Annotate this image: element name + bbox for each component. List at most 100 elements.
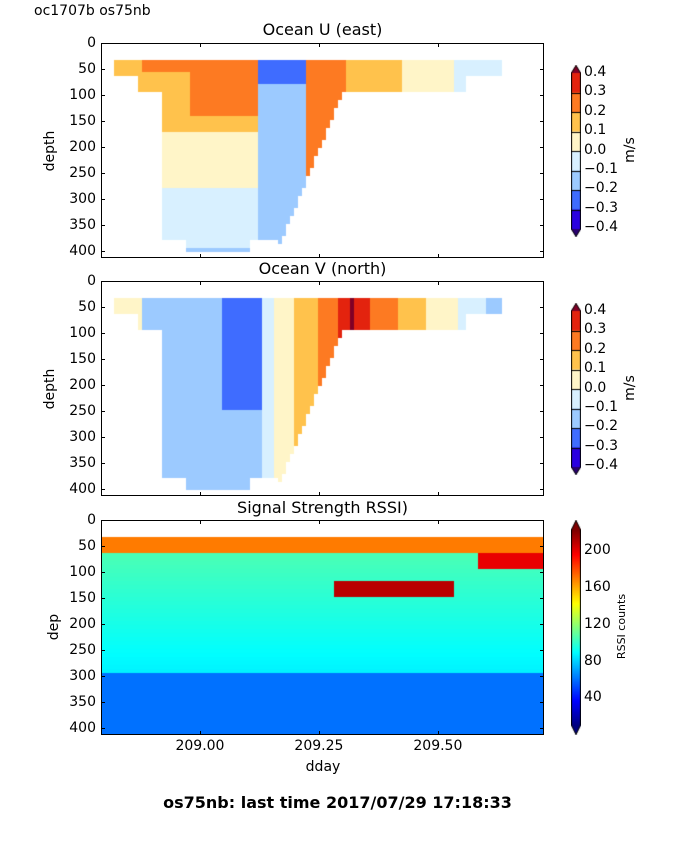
ytick-mark: [540, 147, 544, 148]
colorbar-tick-label: 200: [584, 542, 611, 559]
ytick-mark: [540, 650, 544, 651]
panel-u-colorbar-label: m/s: [621, 137, 638, 163]
colorbar-tick-label: 0.0: [584, 141, 607, 158]
colorbar-tick-label: 160: [584, 579, 611, 596]
colorbar-tick-label: 0.2: [584, 102, 607, 119]
ytick-mark: [101, 437, 105, 438]
colorbar-tick-label: 0.0: [584, 379, 607, 396]
colorbar-tick-label: 0.4: [584, 64, 607, 80]
ytick-mark: [101, 199, 105, 200]
panel-v-colorbar-canvas: [571, 303, 581, 475]
xtick-mark: [319, 281, 320, 285]
xtick-mark: [438, 731, 439, 735]
ytick-mark: [540, 385, 544, 386]
panel-rssi-colorbar-label: RSSI counts: [615, 593, 629, 660]
ytick-label: 400: [69, 243, 96, 259]
xtick-mark: [319, 254, 320, 258]
ytick-mark: [101, 411, 105, 412]
ytick-mark: [101, 728, 105, 729]
ytick-mark: [101, 251, 105, 252]
ytick-label: 50: [78, 538, 96, 554]
ytick-mark: [540, 624, 544, 625]
ytick-mark: [101, 572, 105, 573]
ytick-mark: [101, 173, 105, 174]
ytick-mark: [540, 95, 544, 96]
ytick-label: 150: [69, 351, 96, 367]
ytick-mark: [540, 225, 544, 226]
ytick-label: 0: [87, 273, 96, 289]
ytick-mark: [101, 650, 105, 651]
xtick-mark: [200, 281, 201, 285]
ytick-mark: [101, 546, 105, 547]
ytick-mark: [101, 598, 105, 599]
panel-u-colorbar: [571, 65, 581, 237]
ytick-label: 150: [69, 590, 96, 606]
colorbar-tick-label: −0.3: [584, 199, 618, 216]
ytick-label: 100: [69, 325, 96, 341]
ytick-label: 400: [69, 481, 96, 497]
panel-rssi-title: Signal Strength RSSI): [237, 498, 408, 517]
ytick-mark: [540, 546, 544, 547]
xtick-mark: [438, 254, 439, 258]
panel-v-axes: [101, 281, 544, 496]
colorbar-tick-label: 0.2: [584, 340, 607, 357]
ytick-mark: [101, 624, 105, 625]
colorbar-tick-label: 0.1: [584, 122, 607, 139]
xtick-mark: [200, 731, 201, 735]
colorbar-tick-label: −0.4: [584, 219, 618, 235]
ytick-mark: [540, 728, 544, 729]
ytick-mark: [101, 702, 105, 703]
colorbar-tick-label: 80: [584, 652, 602, 669]
colorbar-tick-label: −0.1: [584, 160, 618, 177]
colorbar-tick-label: 40: [584, 689, 602, 706]
ytick-mark: [540, 251, 544, 252]
ytick-label: 250: [69, 403, 96, 419]
figure-footer: os75nb: last time 2017/07/29 17:18:33: [163, 793, 512, 812]
ytick-mark: [540, 598, 544, 599]
panel-u-title: Ocean U (east): [262, 20, 383, 39]
ytick-label: 50: [78, 61, 96, 77]
panel-u-heatmap: [102, 44, 543, 257]
panel-v-colorbar: [571, 303, 581, 475]
xtick-mark: [438, 520, 439, 524]
ytick-label: 350: [69, 694, 96, 710]
ytick-label: 50: [78, 299, 96, 315]
ytick-label: 300: [69, 429, 96, 445]
ytick-mark: [101, 359, 105, 360]
xtick-mark: [200, 254, 201, 258]
ytick-mark: [101, 43, 105, 44]
ytick-mark: [101, 121, 105, 122]
panel-rssi-colorbar: [571, 520, 581, 735]
panel-u-axes: [101, 43, 544, 258]
panel-v-heatmap: [102, 282, 543, 495]
ytick-mark: [101, 385, 105, 386]
colorbar-tick-label: −0.1: [584, 398, 618, 415]
xtick-mark: [319, 492, 320, 496]
panel-rssi-heatmap: [102, 521, 543, 734]
panel-rssi-xlabel: dday: [305, 759, 341, 775]
xtick-mark: [319, 520, 320, 524]
xtick-mark: [438, 492, 439, 496]
ytick-mark: [101, 69, 105, 70]
ytick-mark: [540, 333, 544, 334]
ytick-mark: [540, 359, 544, 360]
ytick-mark: [540, 121, 544, 122]
ytick-label: 350: [69, 455, 96, 471]
panel-u-colorbar-canvas: [571, 65, 581, 237]
ytick-mark: [540, 520, 544, 521]
ytick-mark: [101, 463, 105, 464]
ytick-label: 200: [69, 377, 96, 393]
xtick-mark: [319, 43, 320, 47]
ytick-label: 200: [69, 139, 96, 155]
ytick-label: 300: [69, 191, 96, 207]
colorbar-tick-label: 0.3: [584, 83, 607, 100]
panel-rssi-colorbar-canvas: [571, 520, 581, 735]
ytick-mark: [540, 702, 544, 703]
ytick-mark: [540, 676, 544, 677]
ytick-mark: [101, 281, 105, 282]
colorbar-tick-label: −0.2: [584, 180, 618, 197]
ytick-mark: [540, 489, 544, 490]
ytick-mark: [101, 676, 105, 677]
panel-rssi-axes: [101, 520, 544, 735]
colorbar-tick-label: −0.2: [584, 418, 618, 435]
